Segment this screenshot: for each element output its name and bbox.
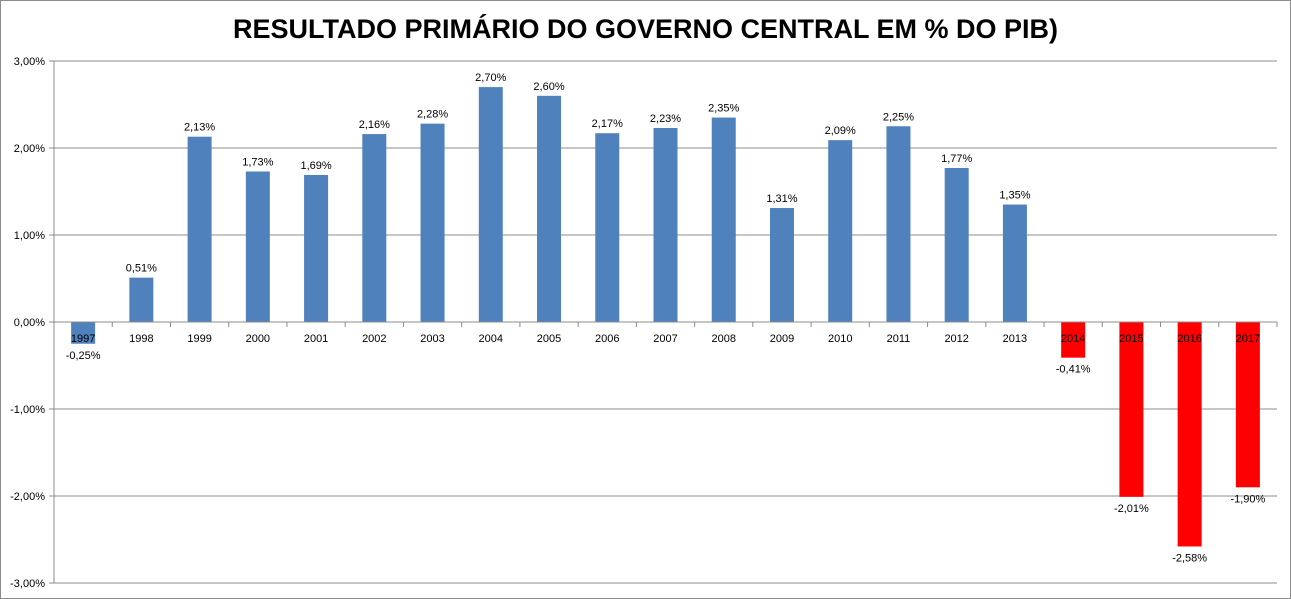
- y-tick-label: 0,00%: [14, 317, 45, 329]
- bar-2002: [362, 134, 387, 322]
- data-label: 1,73%: [242, 156, 273, 168]
- bar-2006: [595, 133, 620, 322]
- bar-2003: [420, 123, 445, 322]
- bar-1997: [71, 322, 96, 344]
- x-tick-label: 2012: [944, 333, 968, 345]
- bar-2013: [1002, 204, 1027, 322]
- bar-2015: [1119, 322, 1144, 497]
- x-tick-label: 2001: [304, 333, 328, 345]
- y-tick-label: 3,00%: [14, 56, 45, 68]
- x-tick-label: 1999: [187, 333, 211, 345]
- data-label: 2,60%: [533, 81, 564, 93]
- data-label: 2,28%: [417, 109, 448, 121]
- x-tick-label: 2000: [246, 333, 270, 345]
- chart-title: RESULTADO PRIMÁRIO DO GOVERNO CENTRAL EM…: [232, 14, 1059, 44]
- bar-2010: [828, 140, 853, 322]
- data-label: -1,90%: [1230, 493, 1265, 505]
- data-label: 2,35%: [708, 103, 739, 115]
- data-label: 2,17%: [592, 118, 623, 130]
- x-tick-label: 2008: [711, 333, 735, 345]
- data-label: 2,23%: [650, 113, 681, 125]
- x-tick-label: 2003: [420, 333, 444, 345]
- bar-2012: [944, 168, 969, 322]
- data-label: 2,09%: [825, 125, 856, 137]
- x-tick-label: 2011: [887, 333, 911, 345]
- bar-2009: [769, 208, 794, 322]
- y-tick-label: -1,00%: [10, 404, 45, 416]
- data-label: 1,77%: [941, 153, 972, 165]
- bar-2011: [886, 126, 911, 322]
- data-label: 2,16%: [359, 119, 390, 131]
- y-tick-label: 1,00%: [14, 230, 45, 242]
- x-tick-label: 2014: [1061, 333, 1085, 345]
- data-label: -2,58%: [1172, 552, 1207, 564]
- x-tick-label: 1997: [71, 333, 95, 345]
- x-tick-label: 2006: [595, 333, 619, 345]
- x-tick-label: 2004: [479, 333, 503, 345]
- x-tick-label: 1998: [129, 333, 153, 345]
- x-tick-label: 2015: [1119, 333, 1143, 345]
- x-tick-label: 2013: [1003, 333, 1027, 345]
- data-label: 2,13%: [184, 122, 215, 134]
- data-label: -2,01%: [1114, 503, 1149, 515]
- y-tick-label: -3,00%: [10, 578, 45, 590]
- x-tick-label: 2005: [537, 333, 561, 345]
- y-tick-label: -2,00%: [10, 491, 45, 503]
- bar-2016: [1177, 322, 1202, 547]
- data-label: 1,35%: [999, 190, 1030, 202]
- data-label: -0,41%: [1056, 364, 1091, 376]
- bar-2007: [653, 127, 678, 323]
- y-tick-label: 2,00%: [14, 143, 45, 155]
- bar-2001: [304, 174, 329, 322]
- data-label: 1,31%: [766, 193, 797, 205]
- bar-2005: [537, 95, 562, 322]
- x-tick-label: 2007: [653, 333, 677, 345]
- x-tick-label: 2009: [770, 333, 794, 345]
- x-tick-label: 2010: [828, 333, 852, 345]
- data-label: 1,69%: [300, 160, 331, 172]
- bar-2004: [478, 87, 503, 322]
- data-label: 2,70%: [475, 72, 506, 84]
- data-label: -0,25%: [66, 350, 101, 362]
- data-label: 0,51%: [126, 263, 157, 275]
- x-tick-label: 2017: [1236, 333, 1260, 345]
- bar-2000: [245, 171, 270, 322]
- bar-1999: [187, 136, 212, 322]
- x-tick-label: 2002: [362, 333, 386, 345]
- bar-2008: [711, 117, 736, 322]
- x-tick-label: 2016: [1177, 333, 1201, 345]
- bar-2014: [1061, 322, 1086, 358]
- bar-1998: [129, 277, 154, 322]
- bar-2017: [1235, 322, 1260, 488]
- data-label: 2,25%: [883, 111, 914, 123]
